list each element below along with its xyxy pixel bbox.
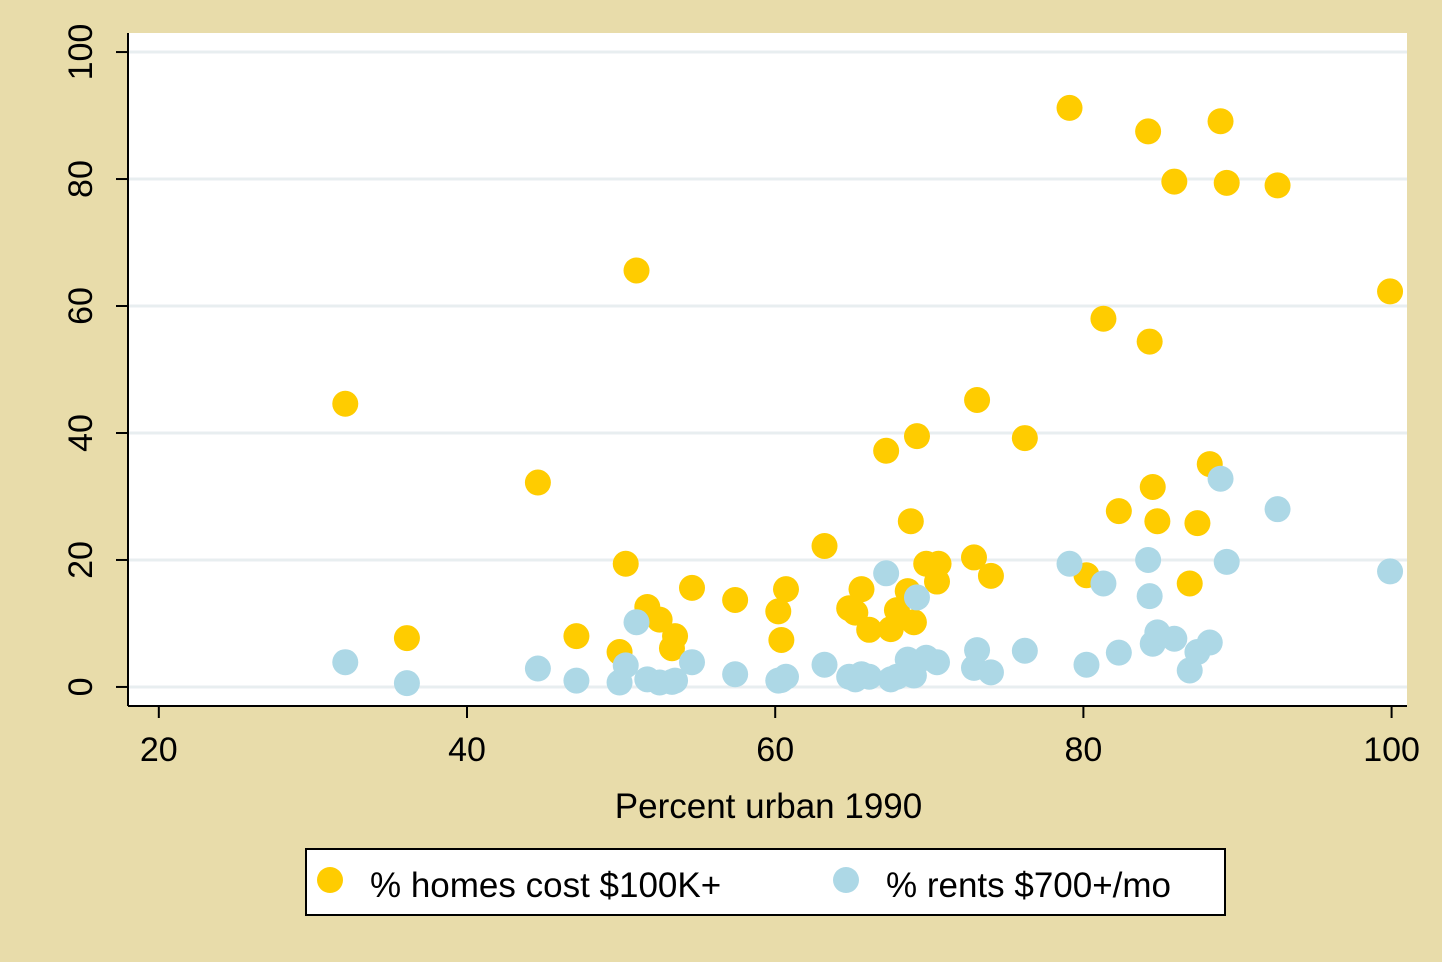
point-homes (1161, 168, 1188, 195)
y-tick-label: 20 (62, 541, 100, 579)
series-rents (332, 465, 1404, 697)
point-homes (623, 257, 650, 284)
point-rents (1135, 546, 1162, 573)
point-rents (1213, 548, 1240, 575)
x-tick-label: 100 (1363, 731, 1420, 769)
x-tick-label: 40 (448, 731, 486, 769)
point-homes (393, 625, 420, 652)
y-tick-label: 40 (62, 414, 100, 452)
point-rents (1377, 558, 1404, 585)
x-tick-label: 20 (140, 731, 178, 769)
point-homes (1011, 425, 1038, 452)
point-rents (964, 637, 991, 664)
point-rents (1207, 465, 1234, 492)
y-tick-label: 60 (62, 287, 100, 325)
point-homes (1144, 508, 1171, 535)
point-rents (873, 560, 900, 587)
y-tick-label: 80 (62, 160, 100, 198)
legend-label-homes: % homes cost $100K+ (370, 866, 721, 905)
point-homes (1184, 510, 1211, 537)
point-homes (1213, 169, 1240, 196)
point-homes (524, 469, 551, 496)
point-homes (960, 544, 987, 571)
point-homes (1139, 473, 1166, 500)
point-rents (772, 663, 799, 690)
point-homes (1090, 305, 1117, 332)
point-homes (772, 576, 799, 603)
point-homes (848, 576, 875, 603)
point-homes (1176, 570, 1203, 597)
point-homes (900, 609, 927, 636)
point-rents (977, 659, 1004, 686)
point-rents (811, 651, 838, 678)
legend-label-rents: % rents $700+/mo (886, 866, 1171, 905)
x-axis-title: Percent urban 1990 (615, 787, 922, 826)
point-homes (332, 390, 359, 417)
point-homes (1135, 118, 1162, 145)
point-rents (612, 652, 639, 679)
point-homes (563, 623, 590, 650)
point-rents (623, 609, 650, 636)
point-rents (924, 649, 951, 676)
point-rents (1105, 639, 1132, 666)
point-rents (1073, 651, 1100, 678)
point-homes (1056, 94, 1083, 121)
point-homes (612, 550, 639, 577)
point-homes (662, 623, 689, 650)
point-rents (332, 649, 359, 676)
point-homes (1136, 328, 1163, 355)
point-rents (722, 661, 749, 688)
point-homes (1377, 278, 1404, 305)
legend-marker-homes (317, 867, 343, 893)
x-tick-label: 60 (756, 731, 794, 769)
point-rents (1161, 625, 1188, 652)
point-homes (903, 423, 930, 450)
legend: % homes cost $100K+ % rents $700+/mo (305, 848, 1226, 916)
point-homes (1105, 498, 1132, 525)
point-homes (646, 606, 673, 633)
point-homes (964, 386, 991, 413)
point-homes (678, 574, 705, 601)
legend-marker-rents (833, 867, 859, 893)
point-homes (925, 550, 952, 577)
point-rents (1136, 583, 1163, 610)
point-homes (873, 437, 900, 464)
point-rents (1196, 629, 1223, 656)
point-homes (765, 598, 792, 625)
legend-box (305, 848, 1226, 916)
point-rents (1090, 570, 1117, 597)
point-homes (897, 508, 924, 535)
point-rents (524, 655, 551, 682)
point-homes (856, 616, 883, 643)
point-homes (1207, 108, 1234, 135)
point-rents (678, 649, 705, 676)
point-rents (393, 670, 420, 697)
point-homes (811, 533, 838, 560)
point-rents (856, 663, 883, 690)
point-rents (903, 584, 930, 611)
x-tick-label: 80 (1064, 731, 1102, 769)
y-tick-label: 0 (62, 677, 100, 696)
axes: 0 20 40 60 80 100 20 40 60 80 100 (62, 24, 1420, 769)
point-homes (722, 586, 749, 613)
point-homes (977, 562, 1004, 589)
point-rents (563, 667, 590, 694)
point-rents (662, 667, 689, 694)
point-homes (768, 626, 795, 653)
point-rents (1264, 496, 1291, 523)
point-rents (1056, 550, 1083, 577)
point-homes (1264, 172, 1291, 199)
y-tick-label: 100 (62, 24, 100, 81)
point-rents (1011, 637, 1038, 664)
series-homes (332, 94, 1404, 666)
